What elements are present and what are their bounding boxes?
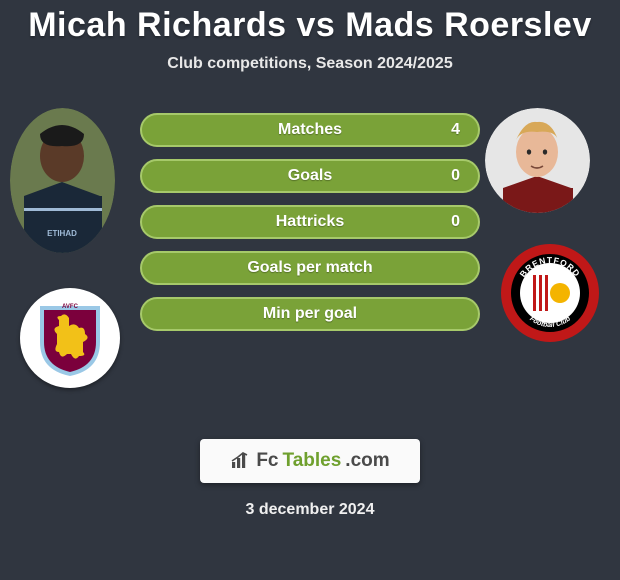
stat-label: Matches (142, 115, 478, 145)
crest-illustration: AVFC (35, 298, 105, 378)
bar-chart-icon (230, 452, 252, 470)
comparison-title: Micah Richards vs Mads Roerslev (0, 6, 620, 45)
player-illustration: ETIHAD (10, 108, 115, 253)
crest-illustration: BRENTFORD Football Club (500, 243, 600, 343)
stat-value: 0 (451, 207, 460, 237)
right-club-crest: BRENTFORD Football Club (500, 243, 600, 343)
stat-bar: Goals 0 (140, 159, 480, 193)
logo-text-fc: Fc (256, 450, 278, 472)
stat-label: Hattricks (142, 207, 478, 237)
stat-bar: Min per goal (140, 297, 480, 331)
stat-label: Min per goal (142, 299, 478, 329)
logo-text-com: .com (345, 450, 389, 472)
stat-value: 4 (451, 115, 460, 145)
stat-label: Goals per match (142, 253, 478, 283)
stats-container: Matches 4 Goals 0 Hattricks 0 Goals per … (140, 113, 480, 331)
logo-text-tables: Tables (283, 450, 342, 472)
stat-label: Goals (142, 161, 478, 191)
comparison-date: 3 december 2024 (0, 501, 620, 519)
comparison-subtitle: Club competitions, Season 2024/2025 (0, 55, 620, 73)
fctables-logo: FcTables.com (200, 439, 420, 483)
left-player-photo: ETIHAD (10, 108, 115, 253)
stat-bar: Matches 4 (140, 113, 480, 147)
svg-text:AVFC: AVFC (62, 304, 79, 310)
stat-value: 0 (451, 161, 460, 191)
svg-text:ETIHAD: ETIHAD (47, 229, 77, 238)
comparison-content: ETIHAD AVFC (0, 103, 620, 403)
right-player-photo (485, 108, 590, 213)
left-club-crest: AVFC (20, 288, 120, 388)
stat-bar: Hattricks 0 (140, 205, 480, 239)
player-illustration (485, 108, 590, 213)
stat-bar: Goals per match (140, 251, 480, 285)
